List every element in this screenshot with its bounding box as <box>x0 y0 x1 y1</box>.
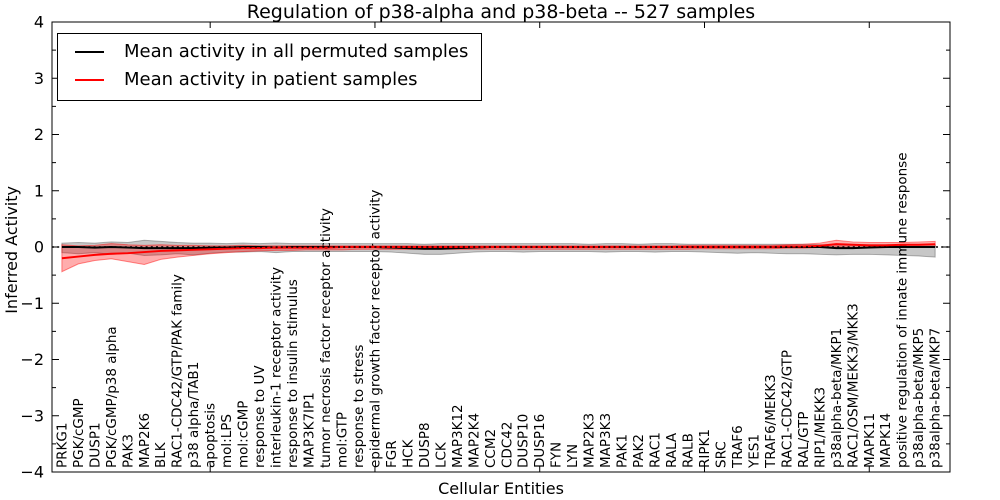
x-category-label: mol:LPS <box>219 414 235 468</box>
y-axis-label-wrap: Inferred Activity <box>0 0 22 500</box>
x-category-label: mol:GTP <box>334 412 350 468</box>
x-category-label: p38alpha-beta/MKP5 <box>911 328 927 468</box>
x-category-label: PAK2 <box>631 434 647 468</box>
x-category-label: DUSP16 <box>532 414 548 468</box>
x-category-label: TRAF6/MEKK3 <box>763 374 779 469</box>
x-category-label: RIP1/MEKK3 <box>812 387 828 468</box>
x-category-label: RAC1/OSM/MEKK3/MKK3 <box>845 303 861 468</box>
x-category-label: positive regulation of innate immune res… <box>895 152 911 468</box>
y-axis-label: Inferred Activity <box>1 186 21 314</box>
x-category-label: RAC1 <box>648 432 664 468</box>
x-category-label: HCK <box>400 438 416 468</box>
patient-line-swatch <box>75 79 104 81</box>
x-category-label: TRAF6 <box>730 425 746 469</box>
x-category-label: PAK3 <box>120 434 136 468</box>
x-category-label: DUSP10 <box>516 414 532 468</box>
x-category-label: LYN <box>565 444 581 468</box>
x-category-label: MAP3K3 <box>598 413 614 468</box>
x-category-label: MAPK11 <box>862 413 878 468</box>
x-category-label: PGK/cGMP <box>71 398 87 468</box>
x-category-label: response to UV <box>252 365 268 468</box>
x-category-label: RALA <box>664 432 680 468</box>
x-category-label: YES1 <box>746 434 762 469</box>
y-tick-label: −4 <box>20 463 44 482</box>
x-category-label: RAC1-CDC42/GTP/PAK family <box>170 274 186 468</box>
y-tick-label: 1 <box>34 181 44 200</box>
x-category-label: RIPK1 <box>697 429 713 468</box>
x-category-label: PGK/cGMP/p38 alpha <box>104 326 120 468</box>
x-category-label: tumor necrosis factor receptor activity <box>318 208 334 468</box>
legend-item-permuted: Mean activity in all permuted samples <box>64 38 468 66</box>
legend-label-patient: Mean activity in patient samples <box>124 69 418 90</box>
y-tick-label: 0 <box>34 238 44 257</box>
x-category-label: DUSP8 <box>417 422 433 468</box>
x-category-label: RALB <box>681 433 697 468</box>
x-category-label: p38 alpha/TAB1 <box>186 362 202 468</box>
y-tick-label: −2 <box>20 350 44 369</box>
x-category-label: apoptosis <box>203 403 219 468</box>
x-category-label: p38alpha-beta/MKP7 <box>928 328 944 468</box>
x-category-label: SRC <box>713 441 729 468</box>
x-category-label: response to insulin stimulus <box>285 279 301 468</box>
x-category-label: RAC1-CDC42/GTP <box>779 350 795 468</box>
x-category-label: MAPK14 <box>878 413 894 468</box>
legend: Mean activity in all permuted samples Me… <box>57 33 483 101</box>
x-category-label: MAP3K12 <box>450 404 466 468</box>
x-category-label: CCM2 <box>483 429 499 468</box>
x-category-label: MAP3K7IP1 <box>302 392 318 468</box>
x-category-label: MAP2K6 <box>137 413 153 468</box>
x-category-label: FYN <box>549 442 565 468</box>
y-tick-label: −3 <box>20 406 44 425</box>
x-category-label: mol:cGMP <box>236 401 252 468</box>
patient-mean-line <box>61 243 936 260</box>
x-category-label: epidermal growth factor receptor activit… <box>367 190 383 468</box>
x-category-label: MAP2K4 <box>466 413 482 468</box>
x-category-label: response to stress <box>351 345 367 468</box>
y-tick-label: 3 <box>34 69 44 88</box>
x-category-label: PAK1 <box>615 434 631 468</box>
x-category-label: PRKG1 <box>54 423 70 468</box>
x-category-label: interleukin-1 receptor activity <box>269 267 285 468</box>
x-category-label: LCK <box>433 441 449 468</box>
y-tick-label: 4 <box>34 13 44 32</box>
permuted-line-swatch <box>75 51 104 53</box>
x-category-label: DUSP1 <box>87 422 103 468</box>
x-category-label: p38alpha-beta/MKP1 <box>829 328 845 468</box>
legend-item-patient: Mean activity in patient samples <box>64 66 468 94</box>
x-axis-label: Cellular Entities <box>438 479 564 498</box>
x-category-label: FGR <box>384 440 400 468</box>
permuted-band <box>61 239 936 258</box>
x-category-label: MAP2K3 <box>582 413 598 468</box>
legend-label-permuted: Mean activity in all permuted samples <box>124 41 469 62</box>
x-category-label: BLK <box>153 441 169 468</box>
chart-title: Regulation of p38-alpha and p38-beta -- … <box>246 1 756 23</box>
y-tick-label: 2 <box>34 125 44 144</box>
x-category-label: CDC42 <box>499 422 515 468</box>
x-category-label: RAL/GTP <box>796 411 812 468</box>
y-tick-label: −1 <box>20 294 44 313</box>
